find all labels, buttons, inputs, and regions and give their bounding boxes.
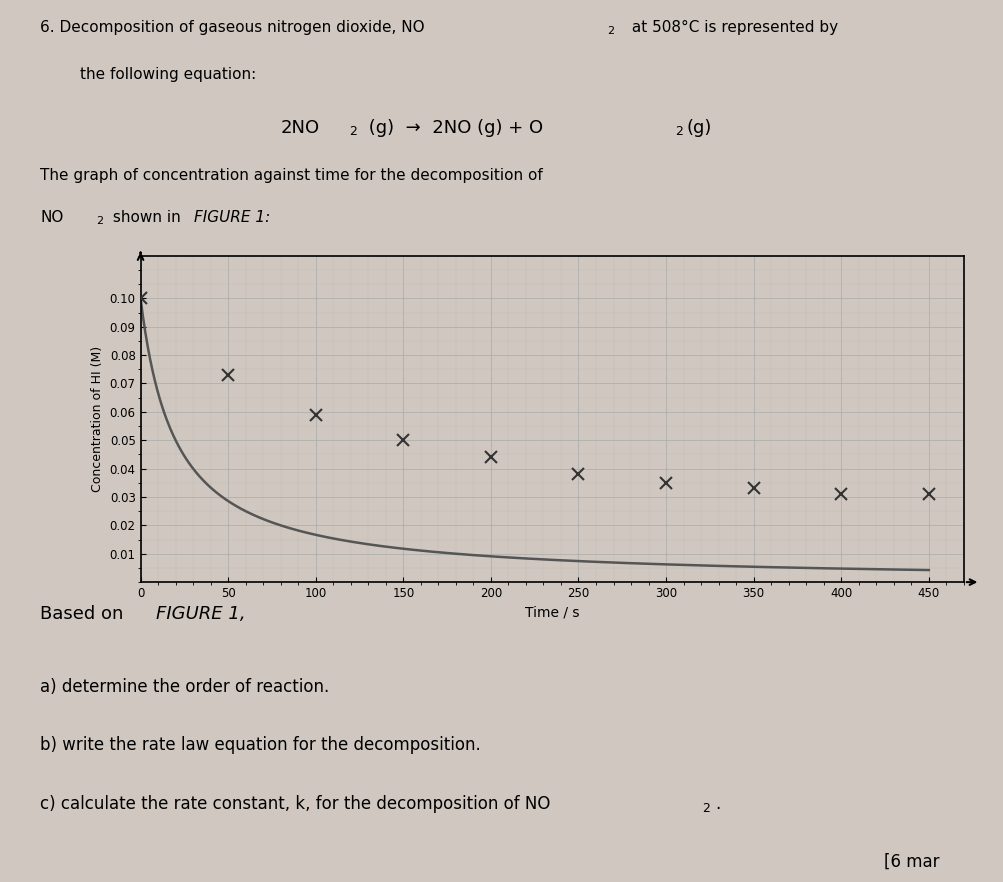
- Text: (g): (g): [686, 118, 711, 137]
- Y-axis label: Concentration of HI (M): Concentration of HI (M): [91, 346, 104, 492]
- Text: FIGURE 1:: FIGURE 1:: [194, 210, 270, 225]
- Text: 2: 2: [96, 216, 103, 226]
- Text: 2: 2: [607, 26, 614, 36]
- Text: 6. Decomposition of gaseous nitrogen dioxide, NO: 6. Decomposition of gaseous nitrogen dio…: [40, 19, 424, 34]
- Text: 2: 2: [674, 124, 682, 138]
- Text: b) write the rate law equation for the decomposition.: b) write the rate law equation for the d…: [40, 736, 480, 754]
- Text: .: .: [714, 795, 719, 812]
- Text: (g)  →  2NO (g) + O: (g) → 2NO (g) + O: [363, 118, 543, 137]
- Text: NO: NO: [40, 210, 63, 225]
- Text: at 508°C is represented by: at 508°C is represented by: [627, 19, 838, 34]
- Text: FIGURE 1,: FIGURE 1,: [155, 605, 245, 624]
- Text: [6 mar: [6 mar: [883, 853, 938, 871]
- Text: Based on: Based on: [40, 605, 129, 624]
- Text: the following equation:: the following equation:: [80, 67, 257, 82]
- Text: c) calculate the rate constant, k, for the decomposition of NO: c) calculate the rate constant, k, for t…: [40, 795, 550, 812]
- Text: 2: 2: [349, 124, 357, 138]
- Text: 2NO: 2NO: [281, 118, 320, 137]
- X-axis label: Time / s: Time / s: [525, 606, 579, 619]
- Text: a) determine the order of reaction.: a) determine the order of reaction.: [40, 678, 329, 696]
- Text: The graph of concentration against time for the decomposition of: The graph of concentration against time …: [40, 168, 543, 183]
- Text: 2: 2: [701, 802, 709, 815]
- Text: shown in: shown in: [108, 210, 186, 225]
